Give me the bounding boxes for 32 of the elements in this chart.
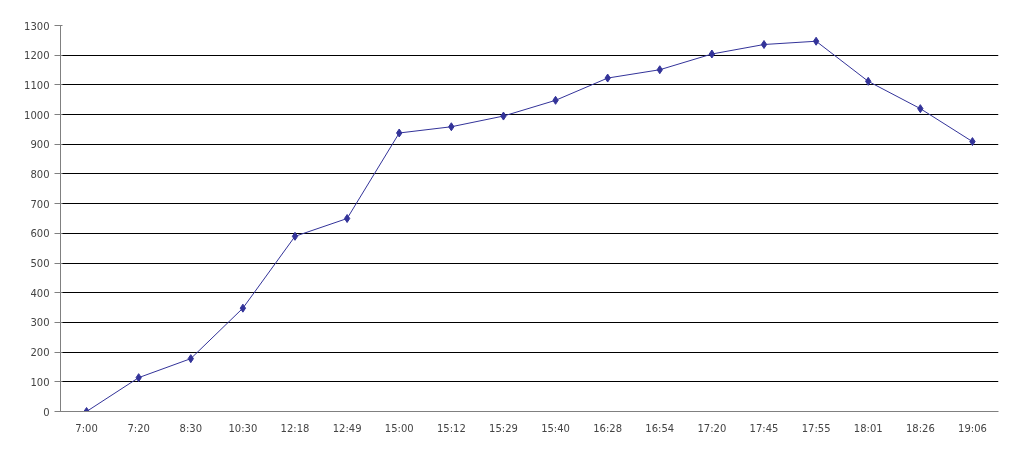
x-tick-label: 16:28 <box>593 422 623 434</box>
y-tick-label: 700 <box>30 198 50 210</box>
x-tick-label: 10:30 <box>228 422 258 434</box>
y-tick-label: 800 <box>30 168 50 180</box>
y-tick-label: 1300 <box>24 20 50 32</box>
x-tick-label: 15:00 <box>384 422 414 434</box>
x-tick-label: 18:26 <box>905 422 935 434</box>
y-tick-label: 200 <box>30 347 50 359</box>
y-tick-label: 1100 <box>24 79 50 91</box>
x-tick-label: 17:45 <box>749 422 779 434</box>
y-tick-label: 1200 <box>24 50 50 62</box>
x-tick-label: 17:20 <box>697 422 727 434</box>
x-tick-label: 17:55 <box>801 422 831 434</box>
x-tick-label: 15:40 <box>541 422 570 434</box>
y-tick-label: 900 <box>30 139 50 151</box>
x-tick-label: 19:06 <box>958 422 987 434</box>
x-tick-label: 15:29 <box>489 422 518 434</box>
x-tick-label: 15:12 <box>436 422 466 434</box>
y-tick-label: 300 <box>30 317 50 329</box>
x-tick-label: 7:00 <box>75 422 98 434</box>
y-tick-label: 500 <box>30 258 50 270</box>
y-tick-label: 100 <box>30 376 50 388</box>
y-tick-label: 0 <box>43 406 50 418</box>
y-tick-label: 600 <box>30 228 50 240</box>
x-tick-label: 12:49 <box>332 422 362 434</box>
x-tick-label: 18:01 <box>853 422 883 434</box>
y-tick-label: 400 <box>30 287 50 299</box>
y-tick-label: 1000 <box>24 109 50 121</box>
x-tick-label: 16:54 <box>645 422 675 434</box>
x-tick-label: 7:20 <box>127 422 150 434</box>
x-tick-label: 8:30 <box>179 422 203 434</box>
x-tick-label: 12:18 <box>280 422 310 434</box>
